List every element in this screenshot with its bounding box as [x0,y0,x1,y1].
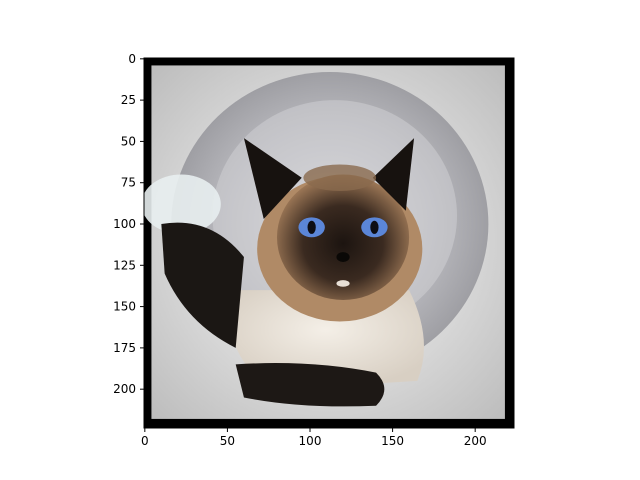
axes-frame [143,57,515,429]
light-patch [144,174,221,234]
y-tick-label: 25 [121,93,136,107]
y-tick-label: 100 [113,217,136,231]
y-tick-label: 50 [121,134,136,148]
cat-mouth [336,280,350,287]
x-tick-label: 100 [299,434,322,448]
cat-pupil-right [370,220,379,234]
y-tick-label: 125 [113,258,136,272]
y-tick-label: 75 [121,176,136,190]
x-axis: 0 50 100 150 200 [141,428,487,448]
x-tick-label: 200 [464,434,487,448]
y-tick-label: 0 [128,52,136,66]
x-tick-label: 50 [220,434,235,448]
y-tick-label: 200 [113,382,136,396]
cat-pupil-left [307,220,316,234]
y-tick-label: 150 [113,300,136,314]
cat-photo [144,58,514,428]
cat-leg-left [161,222,244,348]
x-tick-label: 0 [141,434,149,448]
cat-paw [235,363,385,407]
y-tick-label: 175 [113,341,136,355]
cat-ear-left [243,138,302,220]
x-tick-label: 150 [381,434,404,448]
cat-ear-right [372,138,415,211]
y-axis: 0 25 50 75 100 125 150 175 200 [113,52,144,396]
cat-nose [336,252,350,262]
cat-forehead [303,164,377,191]
cat-face [276,174,410,300]
